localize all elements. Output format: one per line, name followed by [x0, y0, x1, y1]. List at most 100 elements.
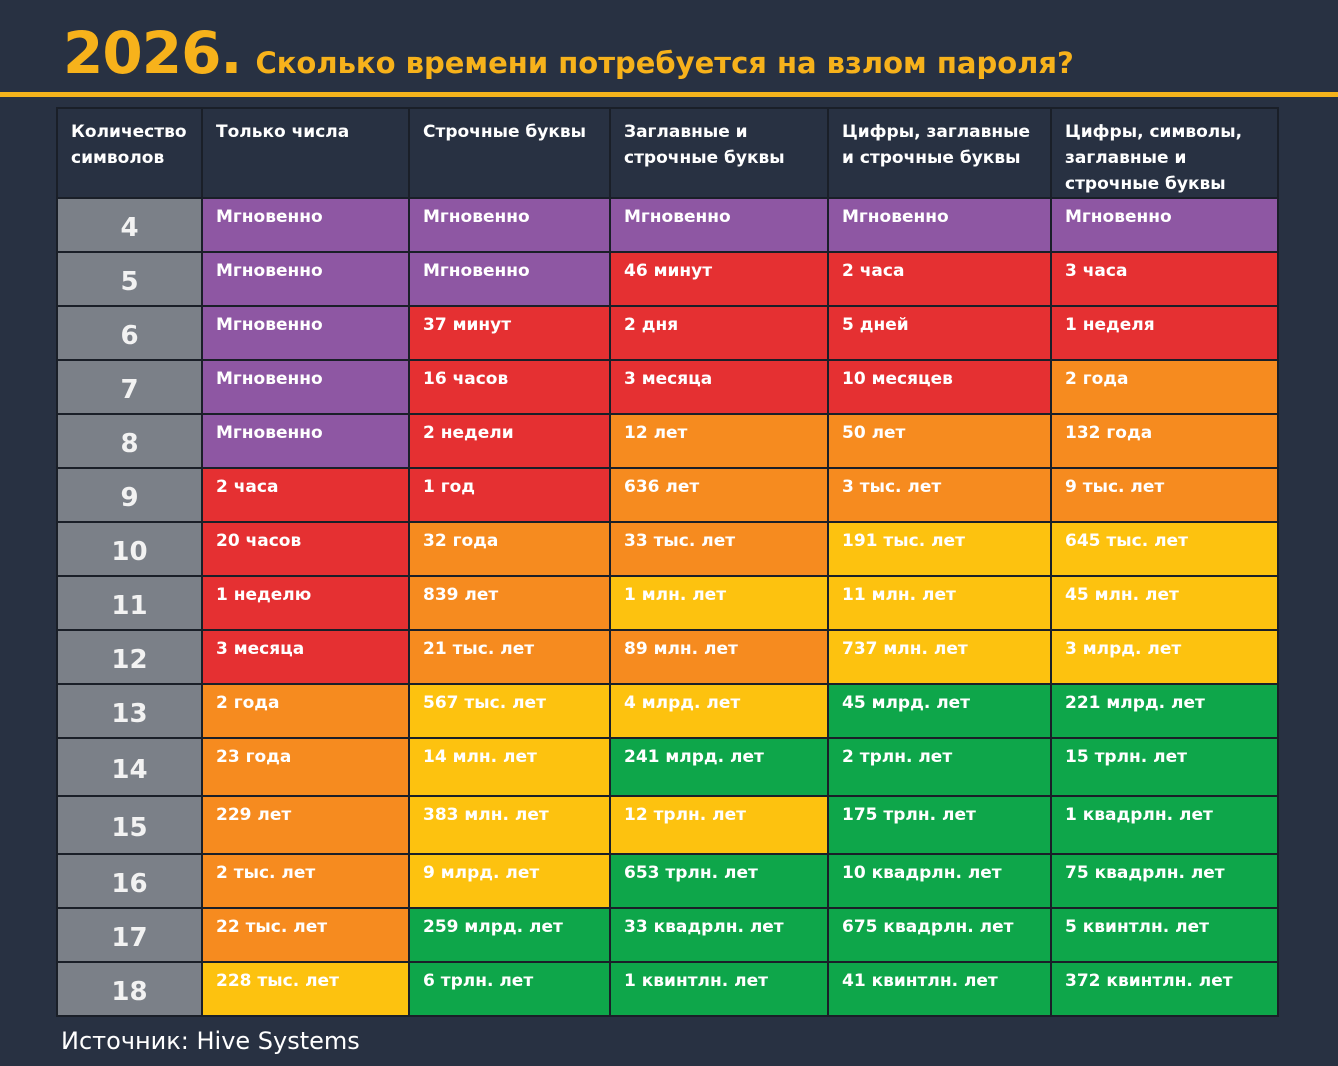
time-cell: 1 квинтлн. лет — [609, 961, 829, 1017]
time-cell: 23 года — [201, 737, 410, 797]
length-cell: 5 — [56, 251, 203, 307]
time-cell: 259 млрд. лет — [408, 907, 611, 963]
time-cell: Мгновенно — [201, 305, 410, 361]
length-cell: 17 — [56, 907, 203, 963]
title-divider — [0, 92, 1338, 97]
password-crack-time-table: Количество символов Только числа Строчны… — [56, 107, 1279, 1017]
time-cell: 737 млн. лет — [827, 629, 1052, 685]
length-cell: 16 — [56, 853, 203, 909]
time-cell: 567 тыс. лет — [408, 683, 611, 739]
time-cell: 5 квинтлн. лет — [1050, 907, 1279, 963]
time-cell: 45 млрд. лет — [827, 683, 1052, 739]
length-cell: 8 — [56, 413, 203, 469]
time-cell: 12 трлн. лет — [609, 795, 829, 855]
table-row: 13 2 года 567 тыс. лет 4 млрд. лет 45 млрд. … — [56, 683, 1279, 739]
length-cell: 11 — [56, 575, 203, 631]
time-cell: 1 млн. лет — [609, 575, 829, 631]
time-cell: 50 лет — [827, 413, 1052, 469]
time-cell: 75 квадрлн. лет — [1050, 853, 1279, 909]
time-cell: Мгновенно — [201, 197, 410, 253]
time-cell: Мгновенно — [201, 251, 410, 307]
time-cell: 3 тыс. лет — [827, 467, 1052, 523]
length-cell: 12 — [56, 629, 203, 685]
time-cell: Мгновенно — [827, 197, 1052, 253]
time-cell: 2 часа — [201, 467, 410, 523]
table-row: 6 Мгновенно 37 минут 2 дня 5 дней 1 неделя — [56, 305, 1279, 361]
time-cell: 675 квадрлн. лет — [827, 907, 1052, 963]
time-cell: 37 минут — [408, 305, 611, 361]
table-row: 10 20 часов 32 года 33 тыс. лет 191 тыс. лет… — [56, 521, 1279, 577]
table-row: 8 Мгновенно 2 недели 12 лет 50 лет 132 года — [56, 413, 1279, 469]
time-cell: 10 квадрлн. лет — [827, 853, 1052, 909]
column-header-numbers: Только числа — [201, 107, 410, 199]
time-cell: 3 месяца — [201, 629, 410, 685]
table-row: 15 229 лет 383 млн. лет 12 трлн. лет 175 трл… — [56, 795, 1279, 855]
time-cell: 10 месяцев — [827, 359, 1052, 415]
length-cell: 14 — [56, 737, 203, 797]
table-row: 14 23 года 14 млн. лет 241 млрд. лет 2 трлн.… — [56, 737, 1279, 797]
time-cell: 241 млрд. лет — [609, 737, 829, 797]
time-cell: 221 млрд. лет — [1050, 683, 1279, 739]
table-row: 4 Мгновенно Мгновенно Мгновенно Мгновенно Мгн… — [56, 197, 1279, 253]
time-cell: 3 месяца — [609, 359, 829, 415]
time-cell: 132 года — [1050, 413, 1279, 469]
length-cell: 13 — [56, 683, 203, 739]
header-row: Количество символов Только числа Строчны… — [56, 107, 1279, 199]
column-header-upper-lower: Заглавные и строчные буквы — [609, 107, 829, 199]
title-year: 2026. — [63, 19, 242, 87]
time-cell: 191 тыс. лет — [827, 521, 1052, 577]
time-cell: Мгновенно — [408, 197, 611, 253]
length-cell: 6 — [56, 305, 203, 361]
time-cell: 22 тыс. лет — [201, 907, 410, 963]
time-cell: 1 год — [408, 467, 611, 523]
time-cell: 9 млрд. лет — [408, 853, 611, 909]
time-cell: 15 трлн. лет — [1050, 737, 1279, 797]
time-cell: Мгновенно — [201, 359, 410, 415]
time-cell: 1 квадрлн. лет — [1050, 795, 1279, 855]
length-cell: 4 — [56, 197, 203, 253]
time-cell: 32 года — [408, 521, 611, 577]
table-row: 5 Мгновенно Мгновенно 46 минут 2 часа 3 часа — [56, 251, 1279, 307]
time-cell: 2 дня — [609, 305, 829, 361]
table-row: 17 22 тыс. лет 259 млрд. лет 33 квадрлн. ле… — [56, 907, 1279, 963]
time-cell: 229 лет — [201, 795, 410, 855]
time-cell: 89 млн. лет — [609, 629, 829, 685]
length-cell: 7 — [56, 359, 203, 415]
time-cell: 2 тыс. лет — [201, 853, 410, 909]
time-cell: 9 тыс. лет — [1050, 467, 1279, 523]
time-cell: 14 млн. лет — [408, 737, 611, 797]
time-cell: 636 лет — [609, 467, 829, 523]
title-text: Сколько времени потребуется на взлом пар… — [255, 46, 1074, 80]
source-note: Источник: Hive Systems — [61, 1027, 360, 1055]
table-row: 16 2 тыс. лет 9 млрд. лет 653 трлн. лет 10 к… — [56, 853, 1279, 909]
time-cell: Мгновенно — [408, 251, 611, 307]
time-cell: 4 млрд. лет — [609, 683, 829, 739]
time-cell: 228 тыс. лет — [201, 961, 410, 1017]
time-cell: 3 часа — [1050, 251, 1279, 307]
time-cell: 2 трлн. лет — [827, 737, 1052, 797]
time-cell: 2 года — [201, 683, 410, 739]
time-cell: 645 тыс. лет — [1050, 521, 1279, 577]
time-cell: 653 трлн. лет — [609, 853, 829, 909]
length-cell: 10 — [56, 521, 203, 577]
column-header-lowercase: Строчные буквы — [408, 107, 611, 199]
column-header-all: Цифры, символы, заглавные и строчные бук… — [1050, 107, 1279, 199]
time-cell: 21 тыс. лет — [408, 629, 611, 685]
time-cell: 33 тыс. лет — [609, 521, 829, 577]
time-cell: 45 млн. лет — [1050, 575, 1279, 631]
time-cell: Мгновенно — [1050, 197, 1279, 253]
time-cell: 12 лет — [609, 413, 829, 469]
time-cell: 839 лет — [408, 575, 611, 631]
time-cell: 6 трлн. лет — [408, 961, 611, 1017]
time-cell: 5 дней — [827, 305, 1052, 361]
table-row: 12 3 месяца 21 тыс. лет 89 млн. лет 737 млн.… — [56, 629, 1279, 685]
table-body: 4 Мгновенно Мгновенно Мгновенно Мгновенно Мгн… — [56, 197, 1279, 1017]
time-cell: 175 трлн. лет — [827, 795, 1052, 855]
table-row: 7 Мгновенно 16 часов 3 месяца 10 месяцев 2 го… — [56, 359, 1279, 415]
column-header-length: Количество символов — [56, 107, 203, 199]
table-row: 18 228 тыс. лет 6 трлн. лет 1 квинтлн. лет 4… — [56, 961, 1279, 1017]
column-header-digits-upper-lower: Цифры, заглавные и строчные буквы — [827, 107, 1052, 199]
length-cell: 18 — [56, 961, 203, 1017]
time-cell: 33 квадрлн. лет — [609, 907, 829, 963]
